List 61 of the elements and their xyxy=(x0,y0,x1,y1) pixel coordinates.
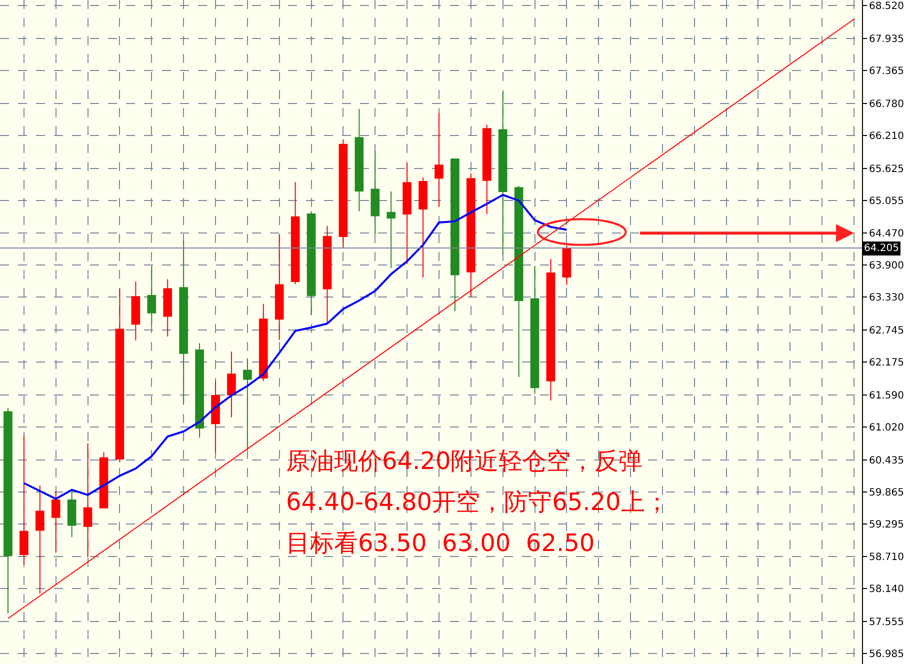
y-tick-label: 61.590 xyxy=(869,390,904,402)
candlestick xyxy=(546,258,556,402)
candlestick xyxy=(482,124,492,215)
candlestick xyxy=(99,452,108,508)
candlestick xyxy=(211,380,220,454)
ref-line-label: 64.205 xyxy=(864,243,899,254)
y-tick-label: 58.140 xyxy=(869,584,904,596)
candlestick xyxy=(243,358,252,450)
candlestick xyxy=(450,158,460,312)
candlestick xyxy=(322,225,332,324)
annotation: 原油现价64.20附近轻仓空，反弹 xyxy=(286,447,643,475)
annotation: 目标看63.50 63.00 62.50 xyxy=(286,529,595,557)
candlestick xyxy=(20,435,28,566)
y-tick-label: 63.330 xyxy=(869,292,904,304)
candlestick xyxy=(147,265,156,326)
y-tick-label: 57.555 xyxy=(869,617,904,628)
y-tick-label: 65.625 xyxy=(869,164,904,175)
y-tick-label: 59.865 xyxy=(869,487,904,498)
y-tick-label: 56.985 xyxy=(869,649,904,660)
annotation: 64.40-64.80开空，防守65.20上； xyxy=(286,488,669,516)
candlestick xyxy=(418,177,428,278)
candlestick xyxy=(36,484,44,594)
candlestick xyxy=(274,234,284,340)
candlestick xyxy=(83,442,92,558)
candlestick xyxy=(115,288,124,463)
candlestick xyxy=(179,240,188,404)
y-tick-label: 59.295 xyxy=(869,519,904,530)
candlestick xyxy=(530,265,540,394)
candlestick xyxy=(354,108,364,212)
y-tick-label: 62.745 xyxy=(869,326,904,337)
y-tick-label: 61.020 xyxy=(869,422,904,434)
y-tick-label: 68.520 xyxy=(869,1,904,12)
y-tick-label: 67.935 xyxy=(869,34,904,45)
y-tick-label: 66.210 xyxy=(869,130,904,142)
candlestick xyxy=(370,150,380,235)
candlestick xyxy=(514,185,524,378)
y-tick-label: 67.365 xyxy=(869,66,904,77)
candlestick xyxy=(4,407,12,614)
y-tick-label: 65.055 xyxy=(869,196,904,207)
candlestick xyxy=(466,173,476,298)
candlestick xyxy=(67,490,76,538)
candlestick xyxy=(258,303,268,382)
candlestick xyxy=(402,162,412,265)
candlestick xyxy=(562,244,572,286)
y-tick-label: 66.780 xyxy=(869,98,904,110)
candlestick xyxy=(51,491,60,554)
candlestick xyxy=(163,278,172,337)
candlestick xyxy=(306,210,316,316)
candlestick xyxy=(131,280,140,341)
candlestick xyxy=(227,351,236,418)
y-tick-label: 60.435 xyxy=(869,455,904,466)
candlestick xyxy=(386,191,396,268)
candlestick xyxy=(338,138,348,248)
y-tick-label: 62.175 xyxy=(869,358,904,369)
candlestick xyxy=(195,342,204,438)
candlestick xyxy=(290,182,300,285)
y-tick-label: 58.710 xyxy=(869,552,904,564)
y-tick-label: 64.470 xyxy=(869,228,904,240)
y-tick-label: 63.900 xyxy=(869,260,904,272)
candlestick xyxy=(434,112,444,208)
candlestick xyxy=(498,92,508,254)
